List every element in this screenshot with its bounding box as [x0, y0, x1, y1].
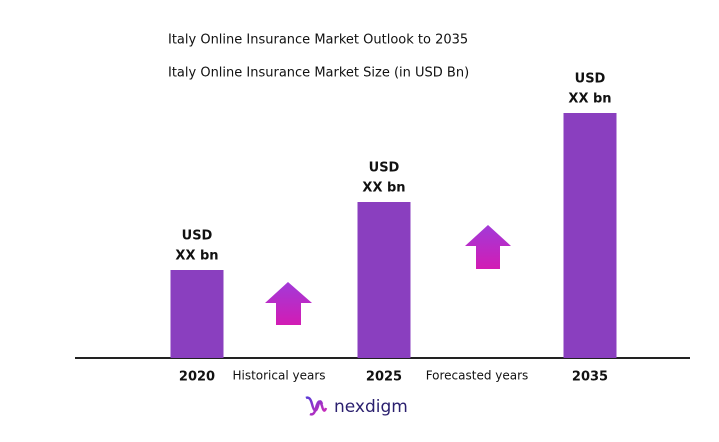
x-tick-label: 2020: [179, 370, 215, 385]
x-tick-label: 2025: [366, 370, 402, 385]
bar: [357, 202, 411, 358]
arrow: [465, 225, 511, 269]
annotation: Historical years: [232, 369, 325, 383]
bar: [170, 270, 224, 358]
annotation: Forecasted years: [426, 369, 529, 383]
value-label: USD: [575, 72, 606, 87]
chart-title: Italy Online Insurance Market Outlook to…: [168, 33, 468, 48]
value-label: XX bn: [568, 92, 611, 107]
value-label: USD: [182, 229, 213, 244]
value-label: XX bn: [175, 249, 218, 264]
value-label: XX bn: [362, 181, 405, 196]
logo-mark: [305, 396, 328, 416]
value-label: USD: [369, 161, 400, 176]
bar: [563, 113, 617, 358]
chart-subtitle: Italy Online Insurance Market Size (in U…: [168, 66, 469, 81]
arrow: [265, 282, 312, 325]
x-tick-label: 2035: [572, 370, 608, 385]
logo-text: nexdigm: [334, 397, 408, 417]
